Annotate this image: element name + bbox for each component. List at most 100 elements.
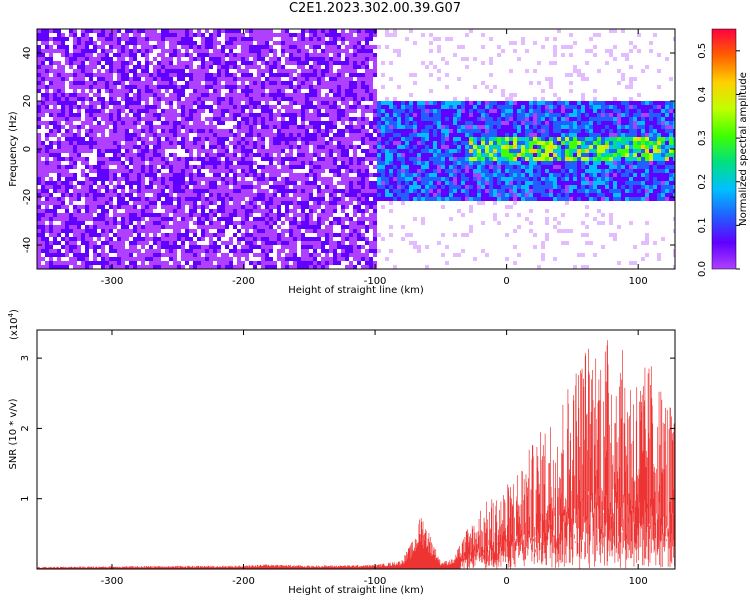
heatmap-cell	[49, 241, 53, 245]
heatmap-cell	[109, 41, 113, 45]
heatmap-cell	[249, 29, 253, 33]
heatmap-cell	[77, 113, 81, 117]
heatmap-cell	[385, 97, 389, 101]
heatmap-cell	[265, 217, 269, 221]
heatmap-cell	[117, 81, 121, 85]
heatmap-cell	[269, 97, 273, 101]
heatmap-cell	[261, 173, 265, 177]
heatmap-cell	[85, 73, 89, 77]
heatmap-cell	[101, 209, 105, 213]
heatmap-cell	[465, 109, 469, 113]
heatmap-cell	[37, 101, 41, 105]
heatmap-cell	[297, 81, 301, 85]
heatmap-cell	[417, 105, 421, 109]
heatmap-cell	[241, 225, 245, 229]
heatmap-cell	[317, 177, 321, 181]
heatmap-cell	[345, 89, 349, 93]
heatmap-cell	[185, 197, 189, 201]
heatmap-cell	[197, 205, 201, 209]
heatmap-cell	[349, 157, 353, 161]
heatmap-cell	[469, 225, 473, 229]
heatmap-cell	[349, 217, 353, 221]
heatmap-cell	[85, 145, 89, 149]
heatmap-cell	[85, 253, 89, 257]
heatmap-cell	[73, 89, 77, 93]
heatmap-cell	[341, 209, 345, 213]
heatmap-cell	[401, 189, 405, 193]
heatmap-cell	[365, 253, 369, 257]
heatmap-cell	[253, 153, 257, 157]
heatmap-cell	[469, 189, 473, 193]
heatmap-cell	[109, 49, 113, 53]
heatmap-cell	[289, 229, 293, 233]
heatmap-cell	[197, 97, 201, 101]
heatmap-cell	[197, 57, 201, 61]
heatmap-cell	[177, 225, 181, 229]
heatmap-cell	[197, 113, 201, 117]
heatmap-cell	[229, 113, 233, 117]
heatmap-cell	[373, 65, 377, 69]
heatmap-cell	[413, 105, 417, 109]
heatmap-cell	[105, 113, 109, 117]
heatmap-cell	[137, 193, 141, 197]
heatmap-cell	[429, 125, 433, 129]
heatmap-cell	[185, 145, 189, 149]
heatmap-cell	[445, 197, 449, 201]
heatmap-cell	[45, 237, 49, 241]
heatmap-cell	[481, 189, 485, 193]
heatmap-cell	[45, 241, 49, 245]
heatmap-cell	[321, 85, 325, 89]
heatmap-cell	[281, 237, 285, 241]
heatmap-cell	[137, 201, 141, 205]
heatmap-cell	[321, 81, 325, 85]
heatmap-cell	[77, 245, 81, 249]
heatmap-cell	[241, 233, 245, 237]
heatmap-cell	[189, 265, 193, 269]
heatmap-cell	[273, 157, 277, 161]
heatmap-cell	[377, 45, 381, 49]
heatmap-cell	[69, 57, 73, 61]
heatmap-cell	[341, 197, 345, 201]
heatmap-cell	[101, 257, 105, 261]
heatmap-cell	[453, 177, 457, 181]
heatmap-cell	[325, 153, 329, 157]
heatmap-cell	[405, 157, 409, 161]
heatmap-cell	[153, 105, 157, 109]
heatmap-cell	[177, 77, 181, 81]
heatmap-cell	[85, 165, 89, 169]
heatmap-cell	[73, 189, 77, 193]
heatmap-cell	[333, 257, 337, 261]
heatmap-cell	[333, 197, 337, 201]
heatmap-cell	[245, 249, 249, 253]
heatmap-cell	[173, 217, 177, 221]
heatmap-cell	[201, 73, 205, 77]
heatmap-cell	[317, 145, 321, 149]
heatmap-cell	[357, 185, 361, 189]
heatmap-cell	[317, 261, 321, 265]
heatmap-cell	[213, 173, 217, 177]
heatmap-cell	[61, 213, 65, 217]
heatmap-cell	[97, 185, 101, 189]
heatmap-cell	[197, 101, 201, 105]
heatmap-cell	[445, 141, 449, 145]
heatmap-cell	[357, 189, 361, 193]
heatmap-cell	[209, 209, 213, 213]
heatmap-cell	[321, 209, 325, 213]
heatmap-cell	[329, 117, 333, 121]
heatmap-cell	[229, 53, 233, 57]
heatmap-cell	[109, 145, 113, 149]
heatmap-cell	[85, 149, 89, 153]
heatmap-cell	[177, 53, 181, 57]
heatmap-cell	[385, 189, 389, 193]
heatmap-cell	[41, 37, 45, 41]
heatmap-cell	[161, 65, 165, 69]
heatmap-cell	[113, 117, 117, 121]
heatmap-cell	[225, 257, 229, 261]
heatmap-cell	[349, 181, 353, 185]
heatmap-cell	[421, 33, 425, 37]
heatmap-cell	[253, 197, 257, 201]
heatmap-cell	[293, 133, 297, 137]
heatmap-cell	[53, 165, 57, 169]
heatmap-cell	[285, 265, 289, 269]
heatmap-cell	[397, 185, 401, 189]
